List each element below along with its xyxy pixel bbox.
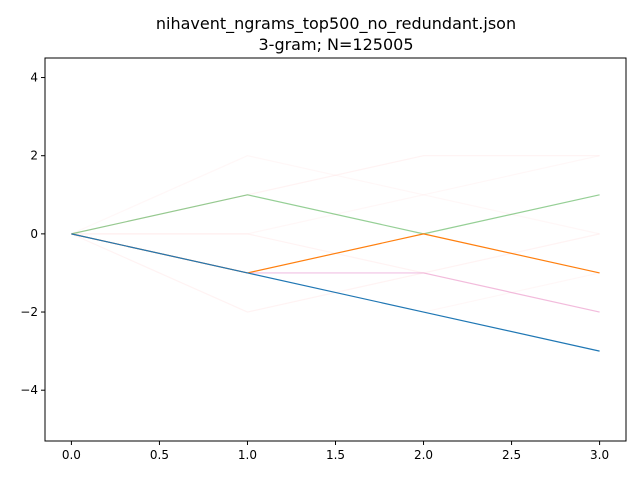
x-tick-label: 0.5 <box>150 448 169 462</box>
x-tick-label: 2.0 <box>414 448 433 462</box>
axes-layer: 0.0 0.5 1.0 1.5 2.0 2.5 3.0 −4 −2 0 2 4 <box>20 57 627 462</box>
x-tick-label: 3.0 <box>590 448 609 462</box>
y-tick-label: 4 <box>30 71 38 85</box>
x-tick-label: 1.5 <box>326 448 345 462</box>
y-tick-label: 2 <box>30 149 38 163</box>
x-tick-label: 1.0 <box>238 448 257 462</box>
series-line-1 <box>71 233 600 352</box>
chart-subtitle: 3-gram; N=125005 <box>258 35 413 54</box>
series-line-3 <box>71 194 600 235</box>
series-layer <box>71 155 600 352</box>
y-tick-label: −4 <box>20 383 38 397</box>
y-tick-label: 0 <box>30 227 38 241</box>
chart-title: nihavent_ngrams_top500_no_redundant.json <box>156 14 516 34</box>
y-tick-label: −2 <box>20 305 38 319</box>
x-tick-label: 0.0 <box>62 448 81 462</box>
x-tick-label: 2.5 <box>502 448 521 462</box>
